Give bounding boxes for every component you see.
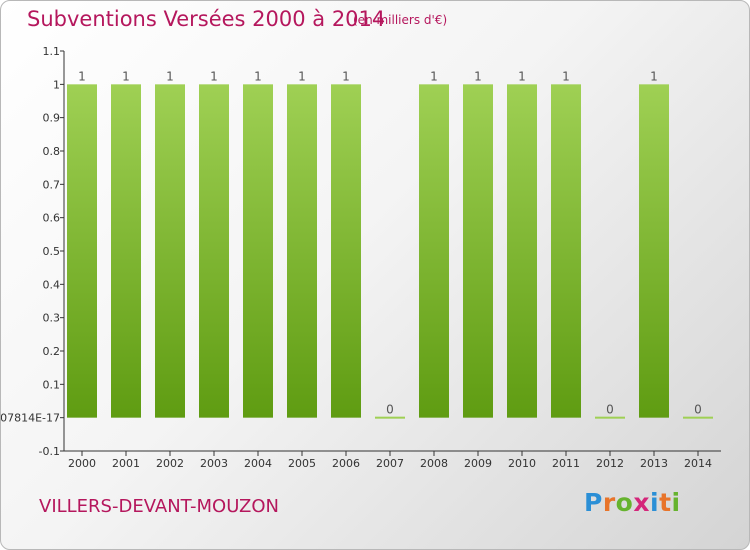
x-tick-label: 2000: [68, 457, 96, 470]
data-label: 0: [386, 403, 394, 417]
data-label: 1: [518, 69, 526, 83]
logo-letter: t: [659, 488, 672, 517]
x-tick-label: 2012: [596, 457, 624, 470]
x-tick-label: 2006: [332, 457, 360, 470]
bar: [155, 84, 185, 418]
bar: [243, 84, 273, 418]
data-label: 1: [342, 69, 350, 83]
data-label: 1: [78, 69, 86, 83]
x-tick-label: 2003: [200, 457, 228, 470]
y-tick-label: 0.2: [43, 345, 61, 358]
x-tick-label: 2002: [156, 457, 184, 470]
logo-letter: i: [650, 488, 660, 517]
bar: [375, 416, 405, 419]
y-tick-label: 1.1: [43, 45, 61, 58]
bar: [551, 84, 581, 418]
logo-letter: i: [671, 488, 681, 517]
x-tick-label: 2007: [376, 457, 404, 470]
y-tick-label: 0.9: [43, 112, 61, 125]
data-label: 0: [694, 403, 702, 417]
x-tick-label: 2008: [420, 457, 448, 470]
logo-letter: P: [584, 488, 603, 517]
x-tick-label: 2014: [684, 457, 712, 470]
logo-letter: o: [615, 488, 634, 517]
y-tick-label: -1.3877787807814E-17: [1, 412, 60, 425]
x-tick-label: 2004: [244, 457, 272, 470]
y-tick-label: 0.3: [43, 312, 61, 325]
x-tick-label: 2011: [552, 457, 580, 470]
bar: [463, 84, 493, 418]
bar: [67, 84, 97, 418]
bar: [507, 84, 537, 418]
y-tick-label: -0.1: [39, 445, 60, 458]
y-tick-label: 0.4: [43, 278, 61, 291]
data-label: 1: [562, 69, 570, 83]
bar: [419, 84, 449, 418]
data-label: 1: [474, 69, 482, 83]
bar: [595, 416, 625, 419]
x-tick-label: 2005: [288, 457, 316, 470]
bar: [683, 416, 713, 419]
data-label: 1: [298, 69, 306, 83]
chart-title: Subventions Versées 2000 à 2014: [27, 7, 386, 31]
data-label: 1: [254, 69, 262, 83]
proxiti-logo: Proxiti: [584, 488, 681, 517]
logo-letter: r: [602, 488, 616, 517]
chart-unit: (en milliers d'€): [353, 13, 448, 27]
bar: [199, 84, 229, 418]
x-tick-label: 2001: [112, 457, 140, 470]
data-label: 1: [166, 69, 174, 83]
x-tick-label: 2013: [640, 457, 668, 470]
y-tick-label: 0.6: [43, 212, 61, 225]
data-label: 1: [430, 69, 438, 83]
data-label: 1: [210, 69, 218, 83]
bar: [111, 84, 141, 418]
bar: [331, 84, 361, 418]
bar: [639, 84, 669, 418]
x-tick-label: 2009: [464, 457, 492, 470]
bar: [287, 84, 317, 418]
data-label: 1: [650, 69, 658, 83]
data-label: 0: [606, 403, 614, 417]
logo-letter: x: [633, 488, 650, 517]
commune-name: VILLERS-DEVANT-MOUZON: [39, 496, 280, 517]
y-tick-label: 0.7: [43, 178, 61, 191]
y-tick-label: 0.5: [43, 245, 61, 258]
y-tick-label: 0.1: [43, 378, 61, 391]
y-tick-label: 0.8: [43, 145, 61, 158]
y-tick-label: 1: [53, 78, 60, 91]
x-tick-label: 2010: [508, 457, 536, 470]
data-label: 1: [122, 69, 130, 83]
